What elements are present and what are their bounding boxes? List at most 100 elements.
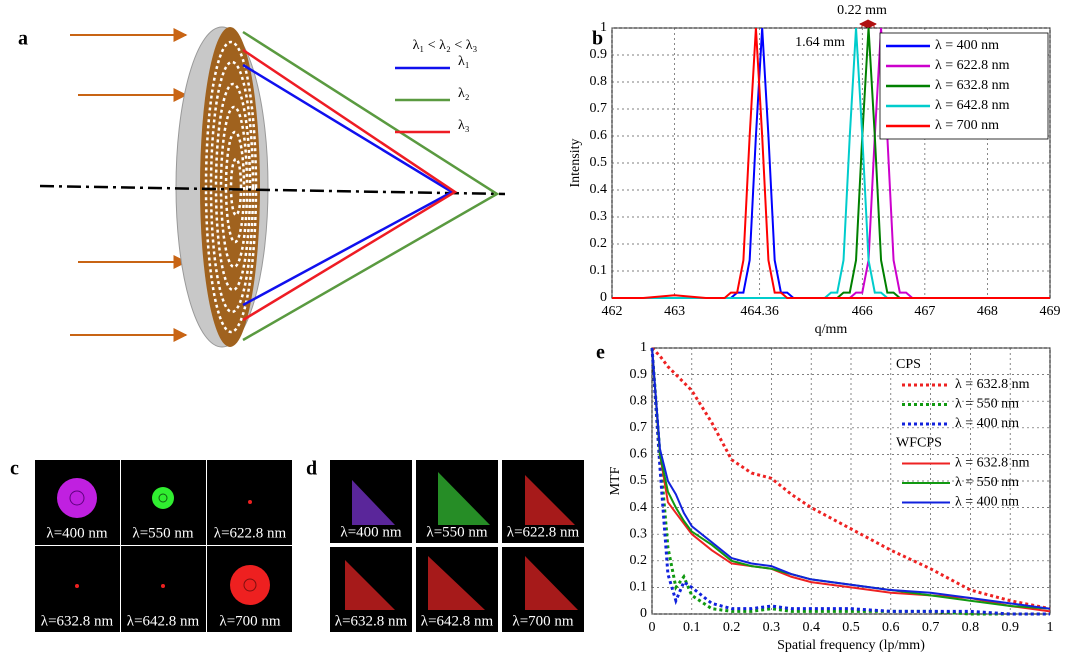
legend-title: WFCPS: [896, 436, 942, 451]
legend-label: λ = 632.8 nm: [955, 377, 1030, 392]
series-line: [651, 347, 1051, 610]
legend-label: λ = 400 nm: [955, 416, 1019, 431]
x-tick-label: 464.36: [740, 304, 779, 319]
image-tiles: [330, 460, 584, 632]
series-line: [650, 347, 1050, 616]
y-tick-label: 0.3: [630, 526, 648, 541]
x-tick-label: 0.3: [763, 620, 781, 635]
x-tick-label: 0.9: [1001, 620, 1019, 635]
panel-label: e: [596, 342, 605, 364]
annotation: 1.64 mm: [795, 35, 845, 50]
x-tick-label: 0.7: [922, 620, 940, 635]
x-tick-label: 469: [1040, 304, 1061, 319]
y-tick-label: 0: [600, 290, 607, 305]
captions: λ=400 nm λ=550 nm λ=622.8 nm λ=632.8 nm λ=64…: [41, 524, 580, 629]
x-tick-label: 466: [852, 304, 873, 319]
ray: [242, 30, 500, 342]
series-line: [650, 346, 1051, 611]
image-caption: λ=550 nm: [132, 525, 193, 541]
image-caption: λ=622.8 nm: [214, 525, 287, 541]
panel-label: a: [18, 28, 28, 50]
legend-label: λ = 400 nm: [935, 38, 999, 53]
image-caption: λ=642.8 nm: [127, 613, 200, 629]
y-tick-label: 0.2: [630, 553, 648, 568]
y-tick-label: 0.6: [630, 447, 648, 462]
wavelength-order: λ₁ < λ₂ < λ₃: [413, 38, 478, 53]
panel-c: c: [10, 458, 292, 632]
lens-zones: [204, 40, 258, 334]
y-tick-label: 0.9: [590, 47, 608, 62]
image-caption: λ=622.8 nm: [507, 524, 580, 540]
image-caption: λ=642.8 nm: [421, 613, 494, 629]
image-caption: λ=700 nm: [219, 613, 280, 629]
x-axis-label: q/mm: [815, 322, 848, 337]
x-tick-label: 468: [977, 304, 998, 319]
y-tick-label: 0.4: [630, 500, 648, 515]
y-tick-label: 0.1: [630, 580, 648, 595]
legend-label: λ = 632.8 nm: [935, 78, 1010, 93]
x-tick-label: 462: [602, 304, 623, 319]
y-tick-label: 0.4: [590, 182, 608, 197]
x-tick-label: 0.1: [683, 620, 701, 635]
x-axis-label: Spatial frequency (lp/mm): [777, 638, 925, 653]
y-tick-label: 1: [640, 340, 647, 355]
lens-diagram: a λ₁ < λ₂ < λ₃ λ₁ λ₂ λ₃: [18, 26, 506, 348]
image-caption: λ=632.8 nm: [41, 613, 114, 629]
legend-label: λ₁: [458, 54, 470, 69]
x-tick-label: 1: [1047, 620, 1054, 635]
y-tick-label: 0.8: [630, 393, 648, 408]
y-tick-label: 0.1: [590, 263, 608, 278]
y-tick-label: 0.7: [590, 101, 608, 116]
ray: [242, 48, 458, 322]
y-tick-label: 0: [640, 606, 647, 621]
legend-label: λ = 642.8 nm: [935, 98, 1010, 113]
legend-label: λ = 550 nm: [955, 475, 1019, 490]
series-line: [651, 347, 1051, 610]
y-tick-label: 0.5: [590, 155, 608, 170]
legend-label: λ = 632.8 nm: [955, 456, 1030, 471]
rays: λ₁ λ₂ λ₃: [242, 30, 500, 342]
x-tick-label: 463: [664, 304, 685, 319]
annotation: 0.22 mm: [837, 3, 887, 18]
image-caption: λ=632.8 nm: [335, 613, 408, 629]
legend-label: λ₂: [458, 86, 470, 101]
legend-label: λ = 400 nm: [955, 495, 1019, 510]
image-caption: λ=550 nm: [426, 524, 487, 540]
y-axis-label: MTF: [608, 466, 623, 495]
lens-face: [200, 27, 260, 347]
legend-title: CPS: [896, 357, 921, 372]
incoming-arrows: [70, 28, 188, 342]
image-caption: λ=400 nm: [46, 525, 107, 541]
panel-label: c: [10, 458, 19, 480]
panel-label: b: [592, 28, 603, 50]
panel-d: d: [306, 458, 584, 632]
y-tick-label: 0.6: [590, 128, 608, 143]
y-tick-label: 0.3: [590, 209, 608, 224]
legend-label: λ = 700 nm: [935, 118, 999, 133]
ray: [242, 63, 455, 307]
image-caption: λ=400 nm: [340, 524, 401, 540]
y-tick-label: 0.9: [630, 367, 648, 382]
x-tick-label: 0: [649, 620, 656, 635]
y-tick-label: 0.5: [630, 473, 648, 488]
image-caption: λ=700 nm: [512, 613, 573, 629]
legend-label: λ = 550 nm: [955, 397, 1019, 412]
optical-axis: [39, 184, 506, 196]
y-axis-label: Intensity: [568, 139, 583, 188]
image-tiles: [35, 460, 292, 632]
charts: 0 0.1 0.2 0.3 0.4 0.5 0.6 0.7 0.8 0.9 1 462 463 464.3…: [568, 3, 1060, 653]
series-line: [612, 27, 1050, 299]
x-tick-label: 0.8: [962, 620, 980, 635]
y-tick-label: 1: [600, 20, 607, 35]
panel-label: d: [306, 458, 317, 480]
y-tick-label: 0.7: [630, 420, 648, 435]
x-tick-label: 0.6: [882, 620, 900, 635]
y-tick-label: 0.8: [590, 74, 608, 89]
x-tick-label: 0.4: [802, 620, 820, 635]
legend-label: λ₃: [458, 118, 470, 133]
legend-label: λ = 622.8 nm: [935, 58, 1010, 73]
x-tick-label: 0.2: [723, 620, 741, 635]
x-tick-label: 0.5: [842, 620, 860, 635]
